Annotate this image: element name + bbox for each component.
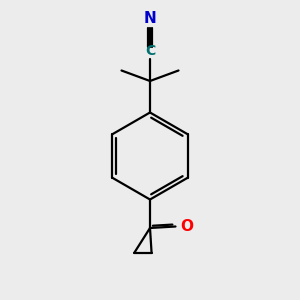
- Text: C: C: [145, 44, 155, 58]
- Text: N: N: [144, 11, 156, 26]
- Text: O: O: [180, 219, 193, 234]
